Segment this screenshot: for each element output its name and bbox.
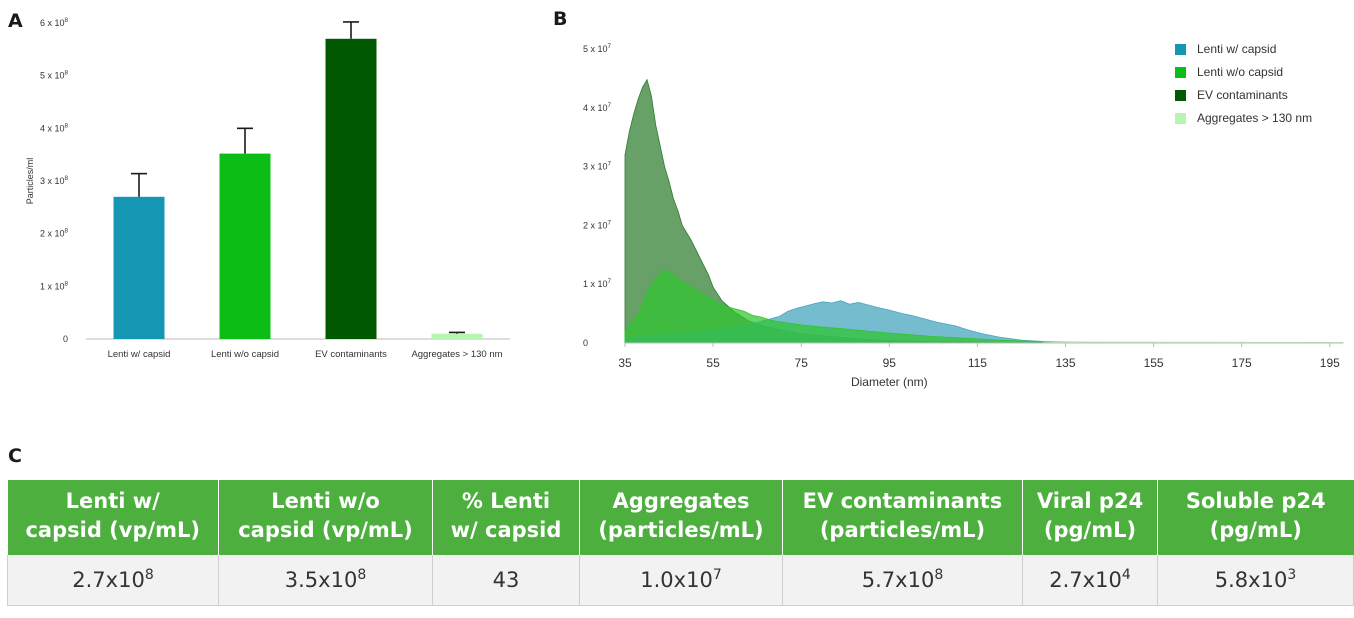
area-series-2 [624, 268, 1344, 344]
y-tick-label-3: 3 x 107 [583, 161, 612, 172]
table-header-0: Lenti w/capsid (vp/mL) [7, 480, 219, 555]
y-tick-label-5: 5 x 107 [583, 43, 612, 54]
bar-3 [431, 333, 483, 339]
table-header-6-line-1: (pg/mL) [1209, 518, 1302, 542]
y-tick-label-1: 1 x 107 [583, 278, 612, 289]
x-axis-label: Diameter (nm) [851, 375, 928, 389]
legend-swatch-1 [1175, 67, 1186, 78]
table-cell-4: 5.7x108 [782, 555, 1023, 606]
x-tick-label-4: 115 [968, 356, 987, 370]
panel-label-c: C [8, 445, 22, 467]
area-chart-size-distribution: 35 55 75 95 115 135 155 175 195 Diameter (nm) 0 1 x… [583, 42, 1344, 389]
table-cell-5: 2.7x104 [1022, 555, 1158, 606]
table-header-3-line-1: (particles/mL) [598, 518, 764, 542]
y-tick-label-2: 2 x 108 [40, 228, 69, 239]
bar-2 [325, 38, 377, 340]
summary-table: Lenti w/capsid (vp/mL) Lenti w/o capsid (v… [7, 480, 1354, 606]
x-category-label-2: EV contaminants [315, 349, 387, 360]
table-header-2: % Lenti w/ capsid [432, 480, 580, 555]
y-tick-label-4: 4 x 107 [583, 102, 612, 113]
y-tick-label-4: 4 x 108 [40, 122, 69, 133]
table-header-6-line-0: Soluble p24 [1185, 489, 1326, 513]
table-header-4: EV contaminants (particles/mL) [782, 480, 1023, 555]
table-header-3: Aggregates (particles/mL) [579, 480, 783, 555]
table-header-4-line-0: EV contaminants [802, 489, 1003, 513]
table-header-0-line-0: Lenti w/ [65, 489, 160, 513]
x-tick-label-6: 155 [1144, 356, 1164, 370]
x-tick-label-2: 75 [795, 356, 809, 370]
x-category-label-1: Lenti w/o capsid [211, 349, 279, 360]
legend-swatch-0 [1175, 44, 1186, 55]
x-tick-label-1: 55 [706, 356, 720, 370]
x-tick-label-8: 195 [1320, 356, 1340, 370]
table-row: 2.7x108 3.5x108 43 1.0x107 5.7x108 2.7x104 5.8… [7, 555, 1354, 606]
table-header-0-line-1: capsid (vp/mL) [25, 518, 201, 542]
legend-label-3: Aggregates > 130 nm [1197, 111, 1312, 125]
panel-label-a: A [8, 10, 23, 32]
panel-label-b: B [553, 8, 568, 30]
y-tick-label-2: 2 x 107 [583, 219, 612, 230]
x-category-label-3: Aggregates > 130 nm [411, 349, 502, 360]
x-tick-label-0: 35 [618, 356, 632, 370]
legend-label-1: Lenti w/o capsid [1197, 65, 1283, 79]
legend-swatch-3 [1175, 113, 1186, 124]
table-header-1: Lenti w/o capsid (vp/mL) [218, 480, 433, 555]
bar-0 [113, 196, 165, 339]
x-tick-label-3: 95 [883, 356, 897, 370]
y-tick-label-6: 6 x 108 [40, 17, 69, 28]
table-header-2-line-1: w/ capsid [450, 518, 562, 542]
summary-table-container: Lenti w/capsid (vp/mL) Lenti w/o capsid (v… [7, 480, 1354, 606]
table-header-6: Soluble p24 (pg/mL) [1157, 480, 1354, 555]
legend-label-2: EV contaminants [1197, 88, 1288, 102]
table-cell-3: 1.0x107 [579, 555, 783, 606]
y-tick-label-3: 3 x 108 [40, 175, 69, 186]
y-tick-label-0: 0 [63, 334, 68, 344]
table-cell-2: 43 [432, 555, 580, 606]
table-header-2-line-0: % Lenti [461, 489, 551, 513]
table-header-5-line-1: (pg/mL) [1043, 518, 1137, 542]
x-tick-label-5: 135 [1055, 356, 1075, 370]
table-header-5: Viral p24 (pg/mL) [1022, 480, 1158, 555]
table-header-5-line-0: Viral p24 [1036, 489, 1144, 513]
bar-1 [219, 153, 271, 339]
y-tick-label-1: 1 x 108 [40, 280, 69, 291]
table-cell-6: 5.8x103 [1157, 555, 1354, 606]
y-tick-label-5: 5 x 108 [40, 70, 69, 81]
x-category-label-0: Lenti w/ capsid [108, 349, 171, 360]
legend-swatch-2 [1175, 90, 1186, 101]
table-header-3-line-0: Aggregates [612, 489, 750, 513]
y-axis-label: Particles/ml [25, 158, 35, 205]
table-cell-0: 2.7x108 [7, 555, 219, 606]
x-tick-label-7: 175 [1232, 356, 1252, 370]
table-header-1-line-0: Lenti w/o [271, 489, 380, 513]
bar-chart-particles: 0 1 x 108 2 x 108 3 x 108 4 x 108 5 x 108 6 x … [25, 17, 510, 360]
table-header-row: Lenti w/capsid (vp/mL) Lenti w/o capsid (v… [7, 480, 1354, 555]
table-header-1-line-1: capsid (vp/mL) [238, 518, 413, 542]
y-tick-label-0: 0 [583, 338, 588, 348]
table-cell-1: 3.5x108 [218, 555, 433, 606]
legend-label-0: Lenti w/ capsid [1197, 42, 1276, 56]
table-header-4-line-1: (particles/mL) [819, 518, 986, 542]
